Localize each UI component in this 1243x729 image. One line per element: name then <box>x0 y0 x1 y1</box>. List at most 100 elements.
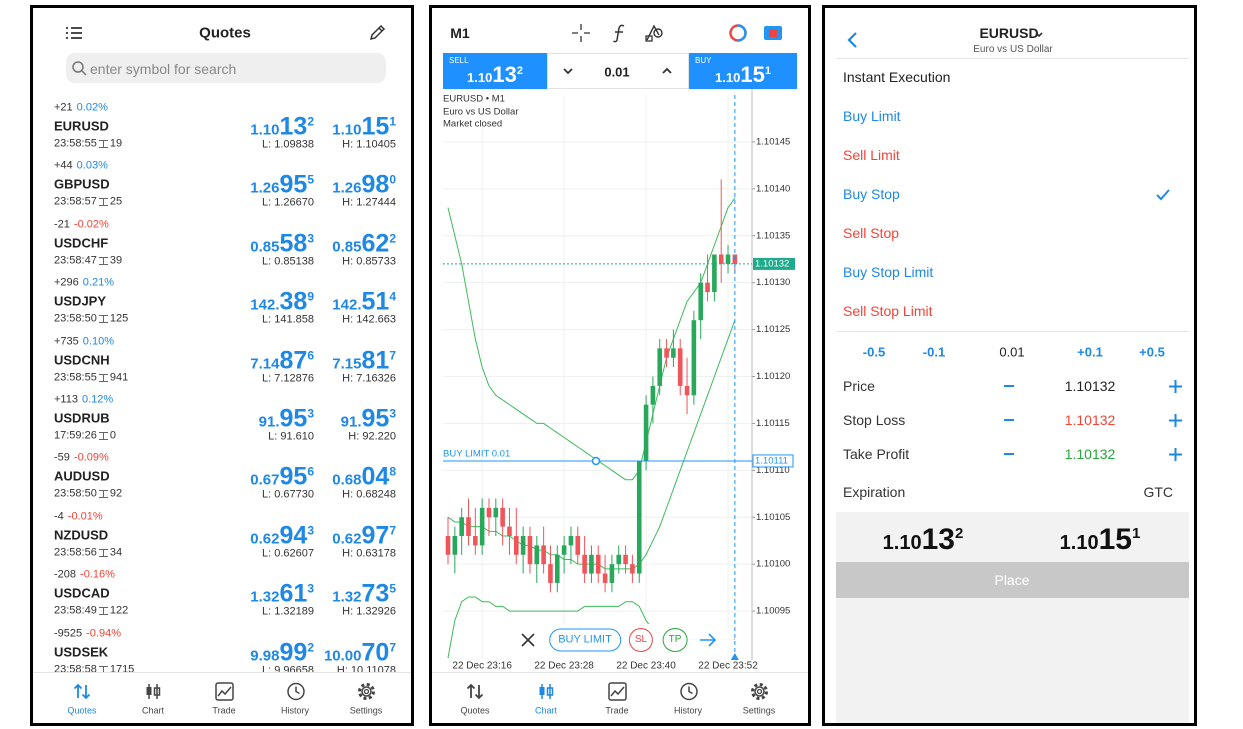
icon-part <box>466 683 483 699</box>
high-price: H: 10.11078 <box>336 664 396 672</box>
time-line: 23:58:49 122 <box>54 604 129 617</box>
candle-body <box>568 536 574 546</box>
price-big: 95 <box>361 404 390 433</box>
sell-button[interactable]: SELL 1.10 13 2 <box>443 53 547 89</box>
order-type[interactable]: Instant Execution <box>843 69 951 85</box>
candle-body <box>630 564 635 574</box>
quote-time: 23:58:49 <box>54 604 97 617</box>
time-line: 23:58:56 34 <box>54 547 122 558</box>
quote-time: 23:58:58 <box>54 663 97 672</box>
tab[interactable]: Quotes <box>52 673 112 723</box>
sl-button[interactable]: SL <box>628 628 654 652</box>
volume-step[interactable]: +0.1 <box>1077 344 1103 360</box>
tab[interactable]: Trade <box>194 673 254 723</box>
quote-row[interactable]: -9525 -0.94% USDSEK 23:58:58 1715 9.98 99 2 10.0… <box>33 626 411 672</box>
price-big: 70 <box>361 638 390 667</box>
price-big: 15 <box>361 112 390 141</box>
place-button[interactable]: Place <box>836 562 1189 598</box>
y-tick-label: 1.10095 <box>756 606 790 617</box>
expiration-value[interactable]: GTC <box>1143 484 1173 500</box>
order-type[interactable]: Buy Limit <box>843 108 901 124</box>
change-percent: 0.10% <box>82 335 114 348</box>
candle-body <box>609 564 615 583</box>
y-tick-label: 1.10135 <box>756 230 790 241</box>
quote-row[interactable]: -21 -0.02% USDCHF 23:58:47 39 0.85 58 3 0.85 62 2 L… <box>33 217 411 275</box>
time-line: 23:58:58 1715 <box>54 664 134 672</box>
quote-row[interactable]: -208 -0.16% USDCAD 23:58:49 122 1.32 61 3 1.32 73… <box>33 567 411 625</box>
quote-row[interactable]: +735 0.10% USDCNH 23:58:55 941 7.14 87 6 7.15 81 7… <box>33 334 411 392</box>
symbol: USDCHF <box>54 235 109 251</box>
bid-price: 9.98 99 2 <box>250 640 314 665</box>
search-box[interactable] <box>66 53 386 83</box>
tab-icon <box>357 682 375 700</box>
field-label: Price <box>843 378 875 394</box>
place-label: Place <box>994 572 1030 588</box>
buy-limit-button[interactable]: BUY LIMIT <box>549 628 621 652</box>
quote-row[interactable]: +296 0.21% USDJPY 23:58:50 125 142. 38 9 142. 51 4… <box>33 275 411 333</box>
icon-part <box>756 688 762 694</box>
order-type[interactable]: Sell Stop Limit <box>843 303 933 319</box>
tp-button[interactable]: TP <box>662 628 688 652</box>
candle-body <box>486 507 492 518</box>
field-label: Take Profit <box>843 446 910 462</box>
last-price-label: 1.10132 <box>755 258 789 269</box>
close-icon <box>521 633 535 647</box>
quote-row[interactable]: +113 0.12% USDRUB 17:59:26 0 91. 95 3 91. 95 3 L: 9… <box>33 392 411 450</box>
next-icon <box>700 633 717 647</box>
candle-body <box>691 320 697 396</box>
icon-part <box>737 24 747 42</box>
tab[interactable]: Chart <box>516 673 576 723</box>
price-head: 1.10 <box>467 70 493 85</box>
ask-price: 1.10 15 1 <box>332 112 396 141</box>
volume-step[interactable]: +0.5 <box>1139 344 1165 360</box>
order-type[interactable]: Sell Limit <box>843 147 900 163</box>
order-price-tag <box>752 454 794 468</box>
high-price: H: 7.16326 <box>342 372 396 385</box>
icon-part <box>98 373 108 382</box>
quote-row[interactable]: +44 0.03% GBPUSD 23:58:57 25 1.26 95 5 1.26 98 0 L:… <box>33 158 411 216</box>
buy-button[interactable]: BUY 1.10 15 1 <box>689 53 797 89</box>
quote-time: 23:58:50 <box>54 312 97 325</box>
candle-body <box>595 554 601 574</box>
order-type[interactable]: Buy Stop <box>843 186 900 202</box>
timeframe: M1 <box>450 25 470 41</box>
change-percent: 0.21% <box>82 276 114 289</box>
change-line: -59 -0.09% <box>54 452 109 464</box>
one-click-icon <box>764 26 782 40</box>
bid-price: 0.67 95 6 <box>250 464 314 490</box>
volume-step[interactable]: -0.5 <box>862 344 886 360</box>
tab[interactable]: Chart <box>123 673 183 723</box>
tab[interactable]: Quotes <box>445 673 505 723</box>
spread: 122 <box>109 604 129 617</box>
tab[interactable]: History <box>265 673 325 723</box>
change-points: +44 <box>54 159 73 172</box>
change-points: +296 <box>54 276 79 289</box>
tab[interactable]: History <box>658 673 718 723</box>
bid-price: 0.85 58 3 <box>250 231 314 256</box>
sell-price: 1.10 13 2 <box>467 64 523 86</box>
quote-row[interactable]: +21 0.02% EURUSD 23:58:55 19 1.10 13 2 1.10 15 1 L:… <box>33 100 411 158</box>
high-price: H: 0.85733 <box>342 255 396 268</box>
quote-row[interactable]: -59 -0.09% AUDUSD 23:58:50 92 0.67 95 6 0.68 04 8 L… <box>33 450 411 508</box>
price-sup: 6 <box>307 464 314 479</box>
tab[interactable]: Trade <box>587 673 647 723</box>
candle-body <box>705 282 710 293</box>
tab-label: Chart <box>534 705 558 716</box>
tab[interactable]: Settings <box>729 673 789 723</box>
bid-price: 1.32 61 3 <box>250 581 314 607</box>
crosshair-icon <box>572 24 590 42</box>
plus-button <box>1168 447 1182 461</box>
icon-part <box>546 686 553 696</box>
quote-row[interactable]: -4 -0.01% NZDUSD 23:58:56 34 0.62 94 3 0.62 97 7 L:… <box>33 509 411 567</box>
icon-part <box>1156 188 1170 200</box>
icon-part <box>98 315 108 324</box>
x-tick-label: 22 Dec 23:28 <box>534 661 594 672</box>
candle-body <box>479 507 485 546</box>
volume-step[interactable]: -0.1 <box>922 344 946 360</box>
tab[interactable]: Settings <box>336 673 396 723</box>
volume-up <box>662 67 672 74</box>
order-type[interactable]: Sell Stop <box>843 225 900 241</box>
price-sup: 3 <box>307 231 314 246</box>
icon-part <box>539 686 544 695</box>
order-type[interactable]: Buy Stop Limit <box>843 264 934 280</box>
